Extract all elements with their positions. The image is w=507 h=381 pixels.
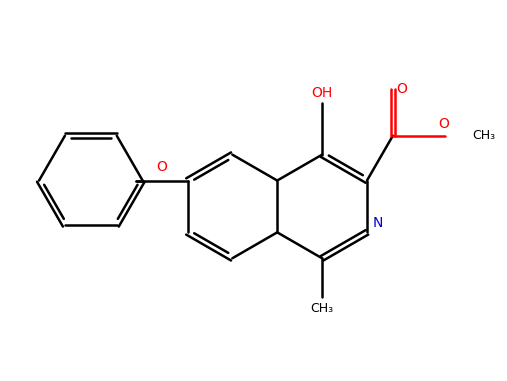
Text: N: N [372, 216, 382, 230]
Text: O: O [438, 117, 449, 131]
Text: CH₃: CH₃ [472, 129, 495, 142]
Text: O: O [156, 160, 167, 174]
Text: CH₃: CH₃ [310, 302, 334, 315]
Text: OH: OH [311, 86, 333, 100]
Text: O: O [396, 82, 407, 96]
